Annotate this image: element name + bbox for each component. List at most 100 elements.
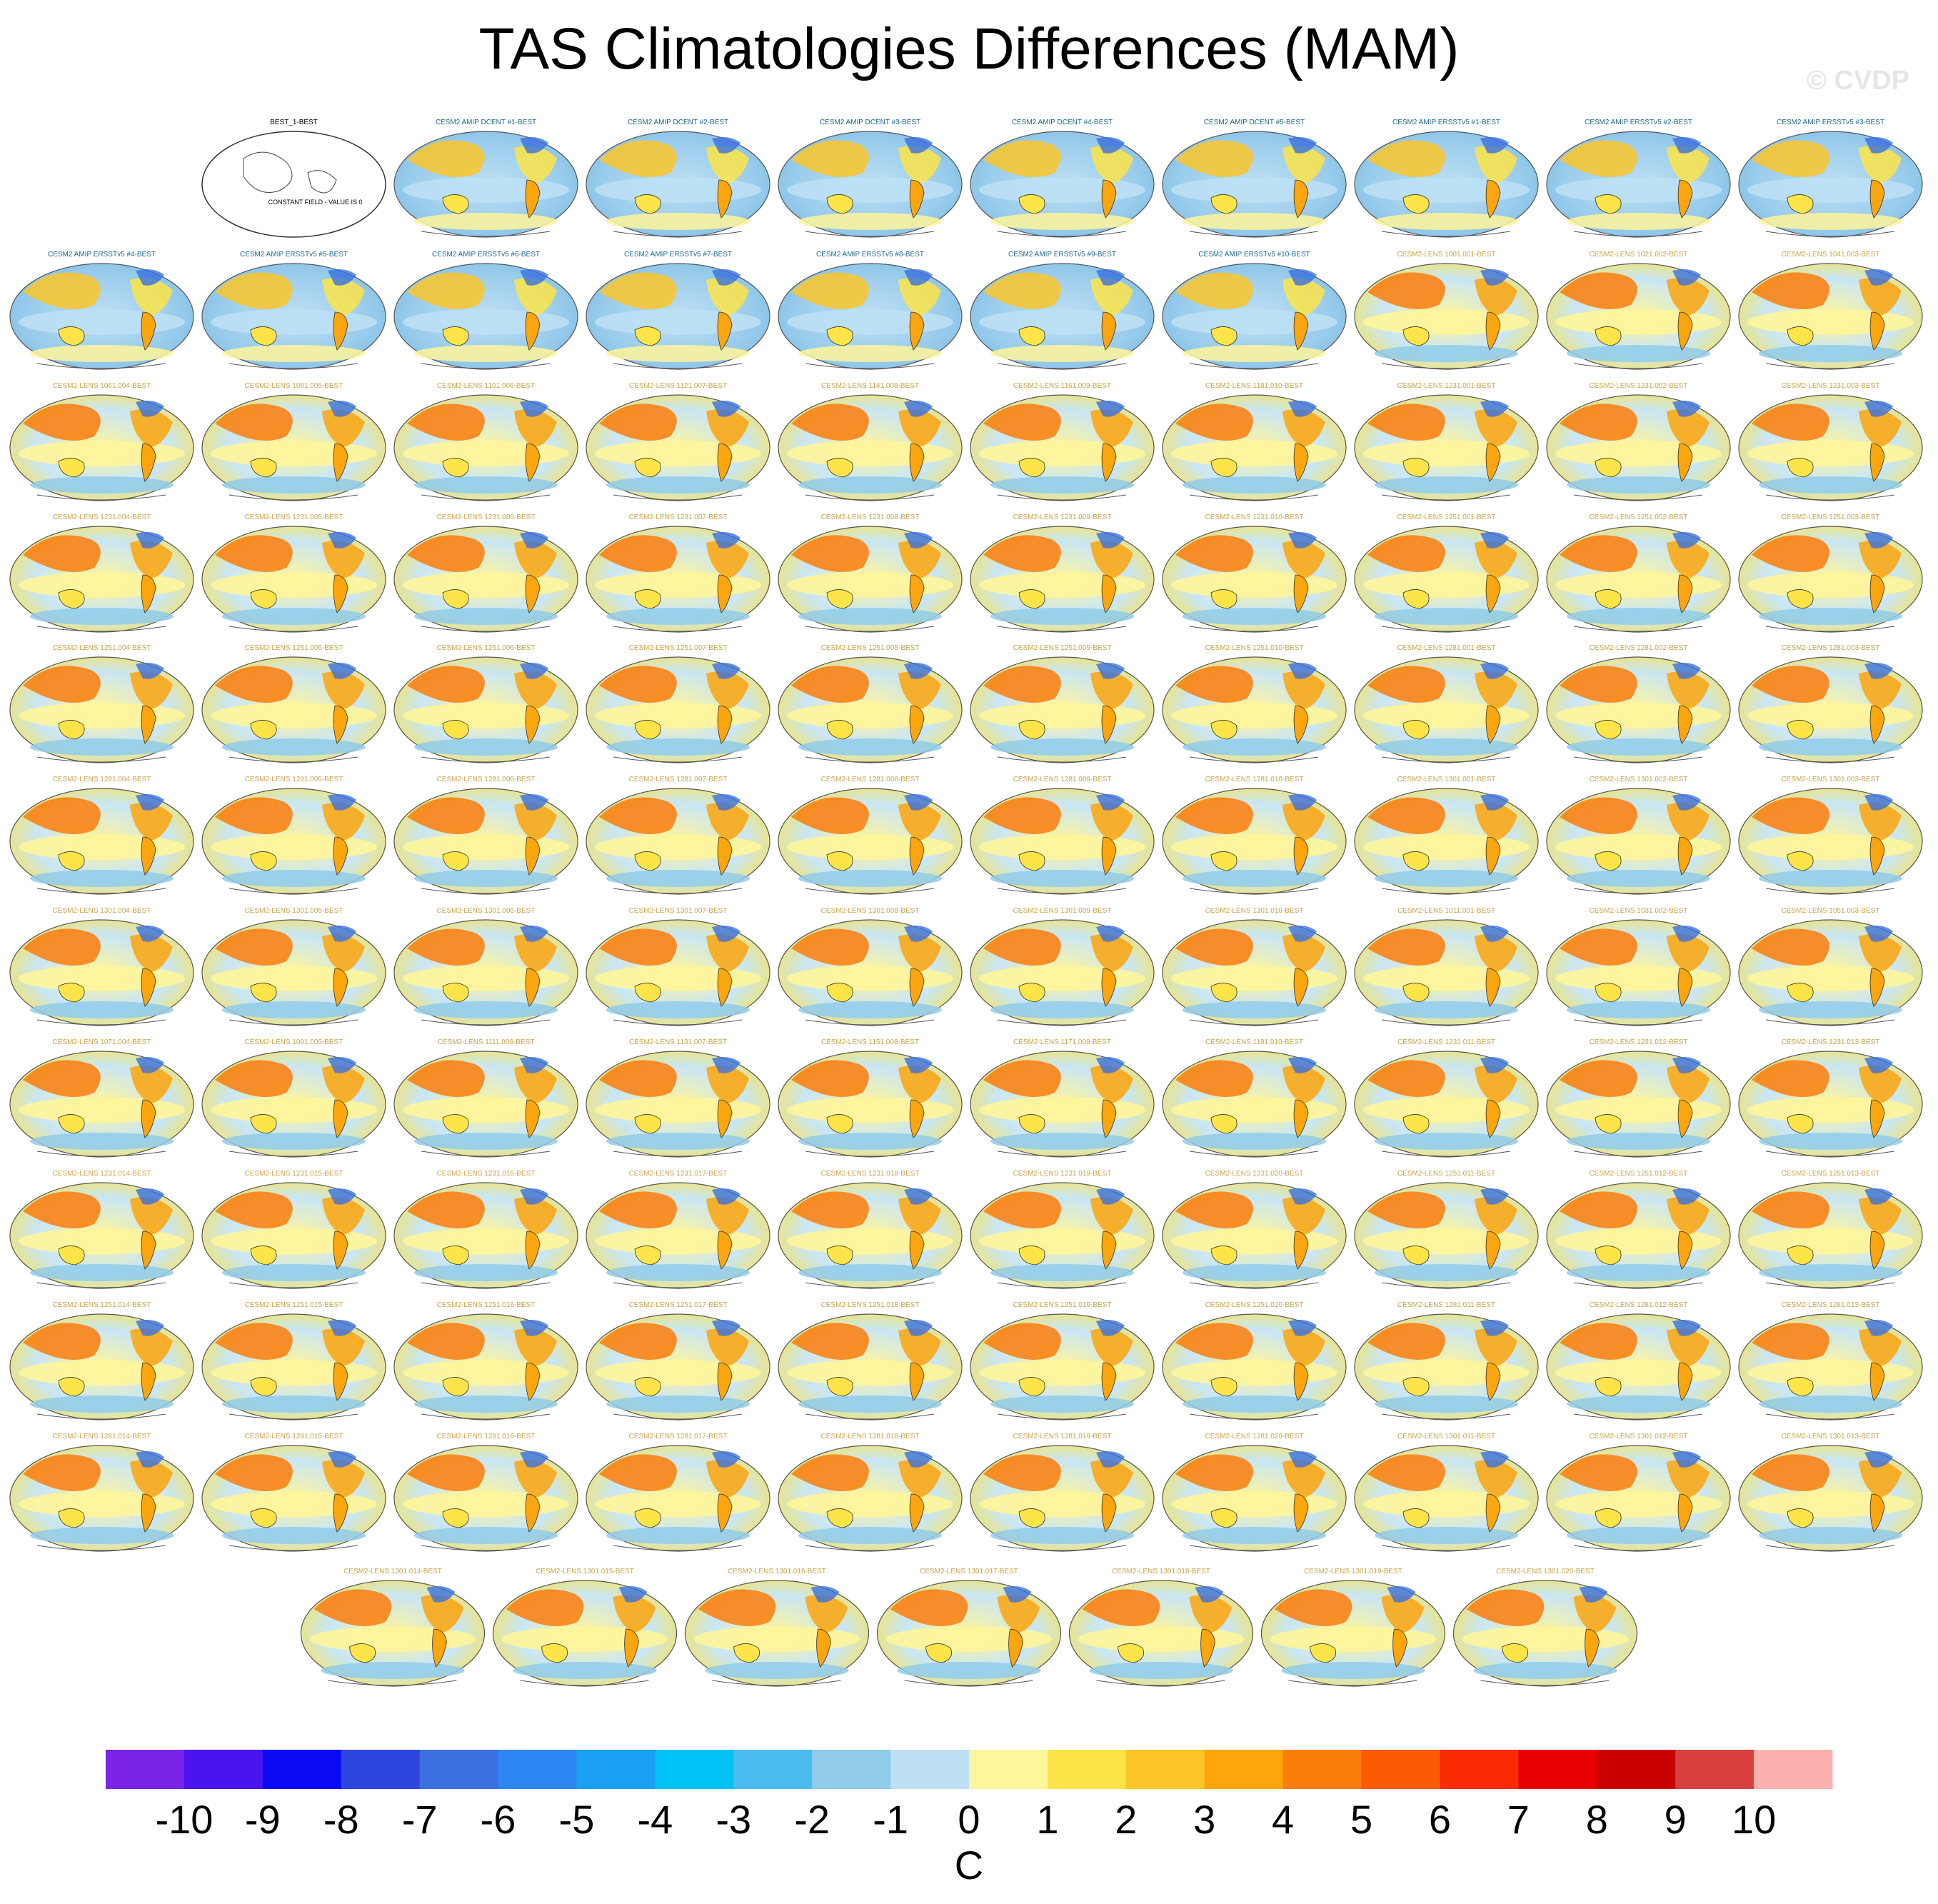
tropical-band	[1555, 177, 1722, 203]
north-america-land	[898, 934, 941, 972]
southern-band	[606, 1527, 750, 1544]
map-panel: CESM2-LENS 1301.009-BEST	[970, 907, 1155, 1026]
southern-band	[1567, 1264, 1710, 1281]
southern-band	[1567, 345, 1710, 362]
north-america-land	[514, 934, 557, 972]
eurasia-land	[407, 928, 485, 966]
antarctica-coast	[229, 494, 358, 501]
antarctica-coast	[36, 1413, 166, 1420]
panel-title: CESM2-LENS 1071.004-BEST	[53, 1038, 151, 1046]
map-panel: CESM2-LENS 1231.003-BEST	[1738, 382, 1923, 501]
panel-title: CESM2-LENS 1151.008-BEST	[821, 1038, 919, 1046]
south-america-land	[525, 179, 541, 219]
australia-land	[1595, 851, 1622, 871]
antarctica-coast	[229, 888, 358, 894]
panel-title: CESM2-LENS 1251.019-BEST	[1013, 1301, 1112, 1309]
tropical-band	[595, 966, 761, 991]
arctic-cold-spot	[618, 1586, 648, 1603]
arctic-cold-spot	[712, 1451, 740, 1468]
tropical-band	[403, 703, 569, 728]
map-panel: CESM2-LENS 1251.011-BEST	[1354, 1170, 1539, 1289]
antarctica-coast	[1189, 1282, 1319, 1288]
australia-land	[1210, 1246, 1237, 1266]
antarctica-coast	[712, 1680, 841, 1686]
tropical-band	[787, 834, 953, 860]
antarctica-coast	[805, 231, 935, 237]
eurasia-land	[407, 404, 485, 441]
map-panel: CESM2-LENS 1281.017-BEST	[586, 1433, 770, 1552]
eurasia-land	[1560, 404, 1637, 441]
australia-land	[250, 1114, 277, 1134]
tropical-band	[1555, 309, 1722, 335]
north-america-land	[1859, 934, 1902, 972]
australia-land	[1402, 720, 1430, 740]
southern-band	[1375, 1527, 1518, 1544]
north-america-land	[514, 1066, 557, 1103]
north-america-land	[1282, 278, 1325, 316]
panel-title: CESM2-LENS 1181.010-BEST	[1205, 382, 1303, 390]
tropical-band	[211, 703, 377, 728]
north-america-land	[1667, 1197, 1709, 1235]
eurasia-land	[1175, 1060, 1253, 1097]
southern-band	[222, 1396, 366, 1413]
australia-land	[58, 720, 85, 740]
map-panel: CESM2-LENS 1011.001-BEST	[1354, 907, 1539, 1026]
antarctica-coast	[229, 1151, 358, 1157]
eurasia-land	[983, 1191, 1061, 1228]
antarctica-coast	[613, 1151, 743, 1157]
tropical-band	[595, 1228, 761, 1254]
antarctica-coast	[1189, 626, 1319, 632]
map-panel: CESM2-LENS 1301.019-BEST	[1260, 1568, 1446, 1687]
panel-title: CESM2-LENS 1251.008-BEST	[821, 644, 920, 652]
antarctica-coast	[1573, 756, 1703, 763]
panel-title: CESM2-LENS 1251.015-BEST	[245, 1301, 343, 1309]
north-america-land	[1090, 934, 1133, 972]
panel-title: CESM2-LENS 1231.011-BEST	[1397, 1038, 1495, 1046]
antarctica-coast	[613, 231, 743, 237]
north-america-land	[1859, 409, 1902, 447]
southern-band	[414, 738, 558, 756]
arctic-cold-spot	[1672, 1057, 1701, 1073]
colorbar-tick-label: -8	[323, 1797, 359, 1842]
australia-land	[733, 1643, 760, 1663]
antarctica-coast	[997, 888, 1127, 894]
eurasia-land	[983, 1323, 1061, 1360]
colorbar-swatch	[106, 1750, 185, 1789]
antarctica-coast	[1189, 363, 1319, 369]
tropical-band	[1363, 572, 1530, 598]
eurasia-land	[791, 928, 869, 966]
australia-land	[1595, 326, 1622, 346]
southern-band	[1375, 1001, 1518, 1018]
panel-title: CESM2-LENS 1121.007-BEST	[629, 382, 727, 390]
south-america-land	[1485, 443, 1501, 482]
panel-title: CESM2 AMIP ERSSTv5 #3-BEST	[1777, 119, 1884, 126]
southern-band	[798, 476, 942, 493]
antarctica-coast	[805, 626, 935, 632]
tropical-band	[1171, 703, 1337, 728]
arctic-cold-spot	[712, 926, 740, 942]
arctic-cold-spot	[328, 663, 356, 679]
southern-band	[1567, 1001, 1710, 1018]
panel-title: CESM2-LENS 1281.007-BEST	[629, 776, 728, 783]
map-panel: CESM2-LENS 1251.003-BEST	[1738, 513, 1923, 633]
south-america-land	[717, 179, 733, 219]
eurasia-land	[983, 140, 1061, 177]
arctic-cold-spot	[1480, 532, 1509, 548]
arctic-cold-spot	[1864, 1057, 1893, 1073]
australia-land	[250, 983, 277, 1003]
australia-land	[250, 1508, 277, 1528]
australia-land	[1210, 458, 1237, 478]
south-america-land	[1677, 1231, 1693, 1270]
antarctica-coast	[1765, 1151, 1895, 1157]
arctic-cold-spot	[1480, 1188, 1509, 1205]
antarctica-coast	[1381, 1151, 1511, 1157]
southern-band	[1183, 1264, 1326, 1281]
map-panel: CESM2-LENS 1301.008-BEST	[778, 907, 963, 1026]
map-panel: CESM2-LENS 1061.004-BEST	[9, 382, 194, 501]
australia-land	[58, 851, 85, 871]
south-america-land	[333, 574, 348, 613]
australia-land	[58, 1377, 85, 1397]
antarctica-coast	[36, 1282, 166, 1288]
north-america-land	[1859, 1197, 1902, 1235]
arctic-cold-spot	[904, 926, 933, 942]
